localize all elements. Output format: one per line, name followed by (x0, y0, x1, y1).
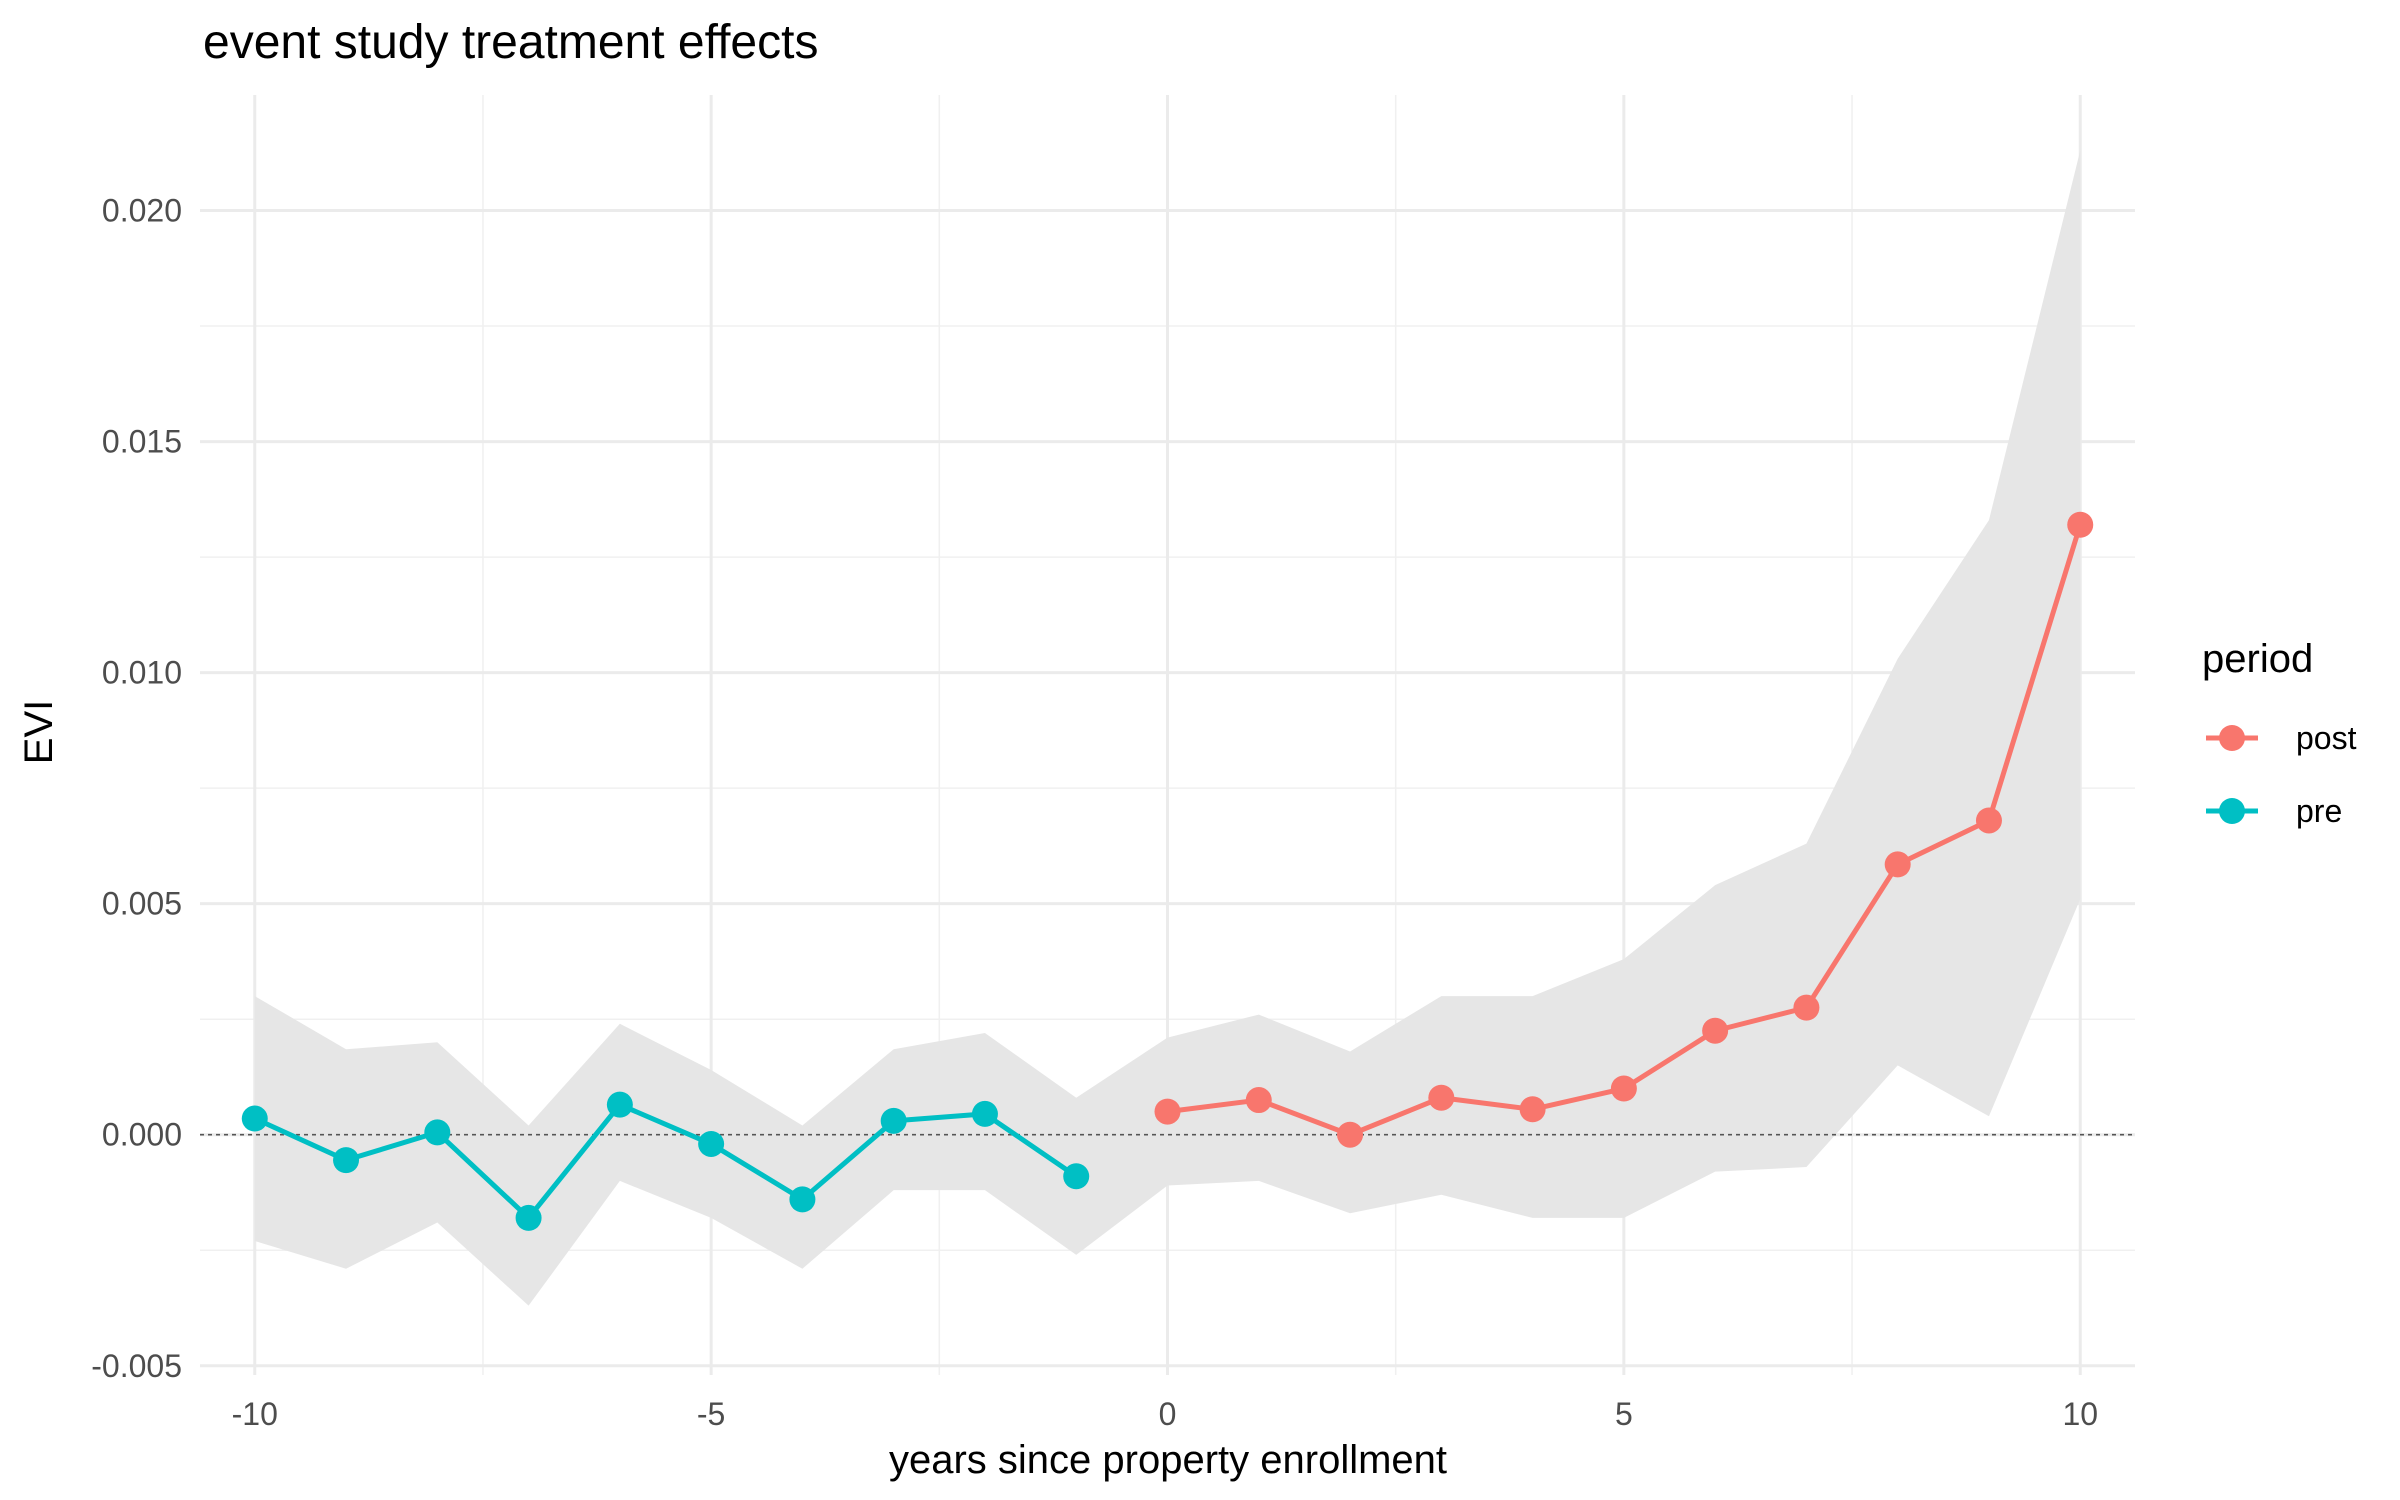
data-point-post (1885, 851, 1911, 877)
x-tick-label: 5 (1615, 1396, 1633, 1432)
data-point-post (1702, 1018, 1728, 1044)
legend-entry-pre: pre (2206, 793, 2342, 829)
legend-entries: post pre (2206, 720, 2357, 829)
x-axis-title: years since property enrollment (889, 1438, 1447, 1482)
data-point-pre (607, 1092, 633, 1118)
data-point-pre (789, 1186, 815, 1212)
data-point-post (1155, 1099, 1181, 1125)
data-point-post (1793, 995, 1819, 1021)
data-point-post (1611, 1076, 1637, 1102)
y-tick-label: 0.005 (102, 886, 182, 922)
data-point-post (1520, 1096, 1546, 1122)
legend-key-point (2219, 798, 2245, 824)
legend-label: pre (2296, 793, 2342, 829)
legend-key-point (2219, 725, 2245, 751)
legend-title: period (2202, 637, 2313, 681)
data-point-pre (424, 1119, 450, 1145)
y-tick-label: 0.010 (102, 655, 182, 691)
y-tick-label: 0.020 (102, 193, 182, 229)
x-tick-labels: -10 -5 0 5 10 (232, 1396, 2098, 1432)
x-tick-label: 10 (2062, 1396, 2098, 1432)
legend-label: post (2296, 720, 2357, 756)
data-point-pre (242, 1106, 268, 1132)
plot-panel (200, 95, 2135, 1375)
legend: period post pre (2202, 637, 2357, 829)
data-point-pre (333, 1147, 359, 1173)
x-tick-label: 0 (1159, 1396, 1177, 1432)
data-point-pre (881, 1108, 907, 1134)
y-tick-label: -0.005 (91, 1348, 182, 1384)
data-point-post (1337, 1122, 1363, 1148)
data-point-pre (1063, 1163, 1089, 1189)
data-point-post (1976, 807, 2002, 833)
x-tick-label: -5 (697, 1396, 725, 1432)
y-tick-label: 0.000 (102, 1117, 182, 1153)
y-axis-title: EVI (17, 700, 61, 764)
data-point-post (2067, 512, 2093, 538)
y-tick-labels: -0.005 0.000 0.005 0.010 0.015 0.020 (91, 193, 182, 1384)
chart-title: event study treatment effects (203, 16, 818, 69)
legend-entry-post: post (2206, 720, 2357, 756)
data-point-pre (972, 1101, 998, 1127)
data-point-post (1428, 1085, 1454, 1111)
data-point-pre (698, 1131, 724, 1157)
data-point-pre (516, 1205, 542, 1231)
x-tick-label: -10 (232, 1396, 278, 1432)
data-point-post (1246, 1087, 1272, 1113)
y-tick-label: 0.015 (102, 424, 182, 460)
